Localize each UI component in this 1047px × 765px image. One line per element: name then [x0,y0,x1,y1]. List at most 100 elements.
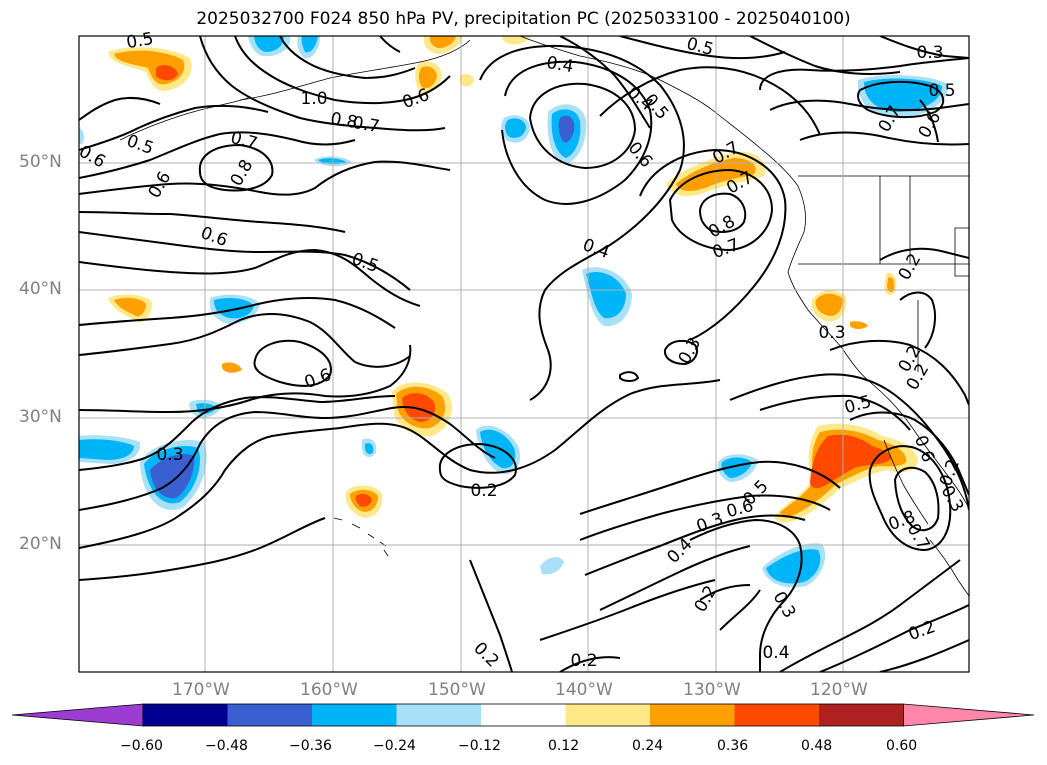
precip-patch [402,393,436,422]
precip-patch [721,457,752,478]
pv-contour [919,99,939,143]
contour-label: 0.5 [125,29,155,53]
precip-patch [766,549,821,584]
pv-contour [79,344,412,414]
precip-patch [540,557,564,575]
precip-patch [214,298,254,319]
contour-label: 0.4 [762,643,789,663]
pv-contour [663,339,698,366]
contour-label: 0.5 [124,131,156,159]
pv-contour [579,460,841,515]
colorbar-segment [734,704,820,726]
precip-patch [429,36,456,48]
pv-contour [759,394,911,431]
pv-contour [469,559,513,672]
pv-contour [199,36,446,132]
contour-label: 0.6 [302,365,334,393]
plot-area [79,36,969,672]
pv-contour [899,291,937,349]
pv-contour [584,514,806,576]
lon-label-130w: 130°W [683,680,741,700]
contour-label: 0.3 [769,588,800,621]
precip-patch [418,66,437,88]
pv-contour [719,589,761,631]
pv-contour [539,579,716,641]
colorbar-segment [227,704,313,726]
pv-contour [559,656,621,672]
precip-patch [114,297,146,317]
pv-contour [579,494,831,541]
pv-contour [279,36,416,80]
pv-contour [729,373,969,511]
pv-contour [599,545,751,611]
pv-contour [639,148,787,341]
colorbar-extend-high [903,703,1035,727]
pv-contour [759,57,969,91]
pv-contour [479,44,685,401]
contour-label: 1.0 [300,89,327,109]
colorbar-tick-label: −0.24 [373,738,416,754]
precip-patch [196,403,216,415]
pv-contour [868,445,952,552]
pv-contour [438,442,517,489]
precip-patch [460,74,474,87]
pv-contour [879,36,969,59]
pv-contour [79,96,161,121]
pv-contour [769,99,969,112]
precip-patch [505,118,526,138]
contour-label: 0.6 [624,138,657,172]
coastlines [119,36,969,597]
pv-contour [689,518,803,672]
precip-patch [815,293,843,316]
lat-label-30n: 30°N [19,407,62,427]
pv-contour [559,36,651,129]
precip-patch [254,36,284,52]
contour-label: 0.2 [895,250,926,283]
aleutians [119,97,249,141]
contour-label: 0.2 [470,481,497,501]
precip-patch [558,115,575,143]
precip-patch [586,272,626,319]
pv-contour [79,160,451,196]
colorbar-tick-label: 0.60 [886,738,918,754]
colorbar-segment [312,704,397,726]
precip-patch [222,362,242,373]
lon-label-160w: 160°W [300,680,358,700]
pv-contour [528,82,637,170]
contour-label: 0.3 [694,509,726,537]
contour-label: 0.6 [198,223,230,251]
contour-label: 0.2 [936,457,964,489]
precip-patch [355,493,372,507]
contour-label: 0.7 [228,128,259,154]
contour-label: 0.2 [691,582,722,615]
colorbar-segment [650,704,735,726]
contour-label: 0.3 [818,323,845,343]
pv-contour [79,131,356,179]
colorbar-tick-label: −0.60 [120,738,163,754]
colorbar-segment [481,704,566,726]
lon-label-140w: 140°W [555,680,613,700]
colorbar-segment [396,704,482,726]
pv-contour [879,639,969,672]
colorbar-tick-label: −0.36 [289,738,332,754]
pv-contour [799,131,969,146]
lon-label-170w: 170°W [172,680,230,700]
precip-patch [79,128,85,144]
colorbar-tick-label: −0.12 [458,738,501,754]
pv-contour [779,559,961,672]
pv-contour [79,379,721,549]
pv-contour [79,211,346,233]
plot-frame [78,35,970,673]
pv-contour [698,192,747,233]
pv-contour [253,340,332,387]
precip-patch [850,321,868,329]
pv-contour [79,517,326,581]
pv-contour [619,36,786,60]
contour-label: 0.2 [469,638,502,671]
contour-label: 0.8 [227,156,258,189]
colorbar-tick-label: 0.12 [548,738,580,754]
pv-contour [749,36,901,75]
map-title: 2025032700 F024 850 hPa PV, precipitatio… [196,9,851,29]
pv-contour [849,411,969,496]
contour-label: 0.5 [928,81,955,101]
